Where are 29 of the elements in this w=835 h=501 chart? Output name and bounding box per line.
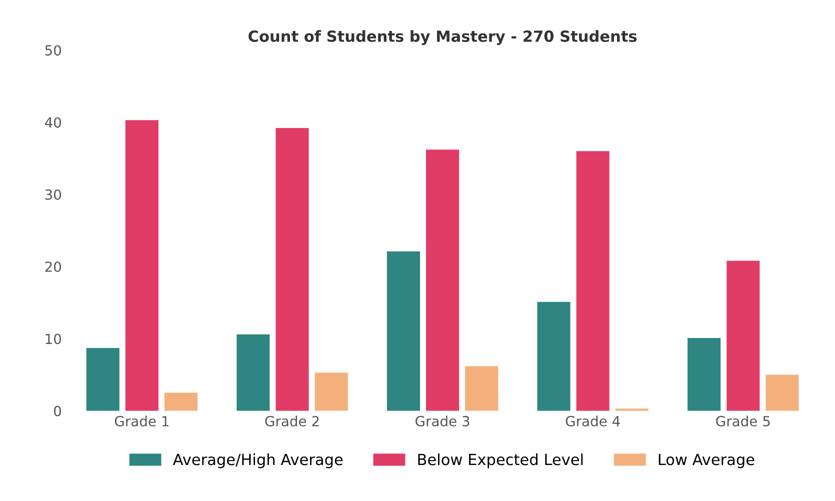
y-tick-label: 20 [45,262,62,272]
bar [164,392,198,411]
x-tick-label: Grade 4 [566,416,620,426]
bar [726,260,760,411]
bar [314,372,348,411]
y-tick-label: 10 [46,334,62,344]
bar [125,120,158,411]
y-tick-label: 40 [44,117,62,128]
bar [465,366,498,411]
x-tick-label: Grade 5 [716,416,770,426]
x-tick-label: Grade 1 [114,416,168,426]
bar [86,348,120,411]
legend-label: Below Expected Level [418,453,583,468]
bar [236,334,270,411]
legend-label: Low Average [658,454,754,468]
bar [386,251,420,411]
legend-label: Average/High Average [172,453,343,468]
y-tick-label: 50 [45,45,62,56]
bar [276,128,309,411]
bar [576,151,610,411]
x-tick-label: Grade 3 [416,416,470,426]
chart-title: Count of Students by Mastery - 270 Students [248,30,637,46]
bar [537,302,570,411]
bar [766,374,799,411]
y-tick-label: 30 [45,189,62,200]
bar [426,150,460,411]
bar [688,338,721,411]
y-tick-label: 0 [54,406,62,416]
x-tick-label: Grade 2 [265,416,319,426]
